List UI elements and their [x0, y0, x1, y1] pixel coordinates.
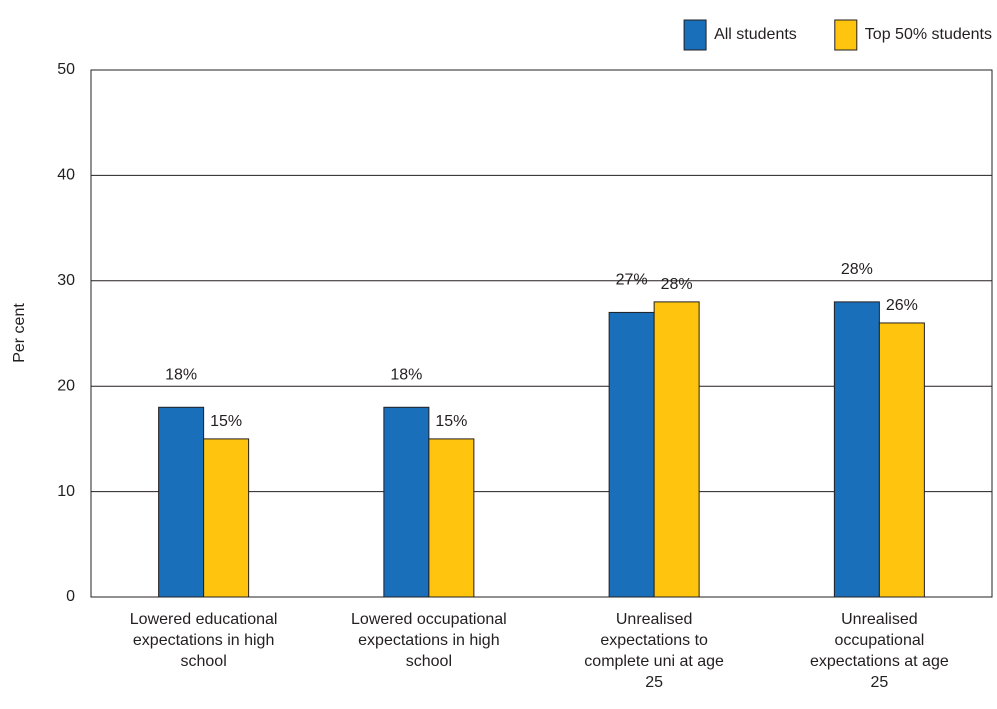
legend-swatch [683, 19, 707, 51]
y-tick-label: 10 [57, 483, 75, 500]
x-tick-label: Lowered occupational expectations in hig… [351, 611, 507, 670]
bar [203, 438, 250, 598]
bar [158, 406, 205, 598]
y-tick-label: 40 [57, 167, 75, 184]
bar [653, 301, 700, 598]
y-tick-label: 20 [57, 377, 75, 394]
bar [833, 301, 880, 598]
value-label: 18% [165, 366, 197, 383]
value-label: 26% [886, 297, 918, 314]
bar [608, 311, 655, 598]
legend-swatch [834, 19, 858, 51]
x-tick-label: Unrealised occupational expectations at … [809, 611, 949, 691]
y-axis-label: Per cent [11, 303, 28, 363]
bar [428, 438, 475, 598]
value-label: 18% [390, 366, 422, 383]
y-tick-label: 30 [57, 272, 75, 289]
value-label: 28% [661, 276, 693, 293]
x-tick-label: Unrealised expectations to complete uni … [584, 611, 724, 691]
value-label: 15% [435, 413, 467, 430]
y-tick-label: 0 [66, 588, 75, 605]
bar [878, 322, 925, 598]
legend-label: All students [714, 26, 797, 43]
y-tick-label: 50 [57, 61, 75, 78]
legend-label: Top 50% students [865, 26, 992, 43]
value-label: 27% [616, 272, 648, 289]
value-label: 28% [841, 261, 873, 278]
bar [383, 406, 430, 598]
value-label: 15% [210, 413, 242, 430]
plot-frame [90, 69, 993, 598]
x-tick-label: Lowered educational expectations in high… [129, 611, 278, 670]
